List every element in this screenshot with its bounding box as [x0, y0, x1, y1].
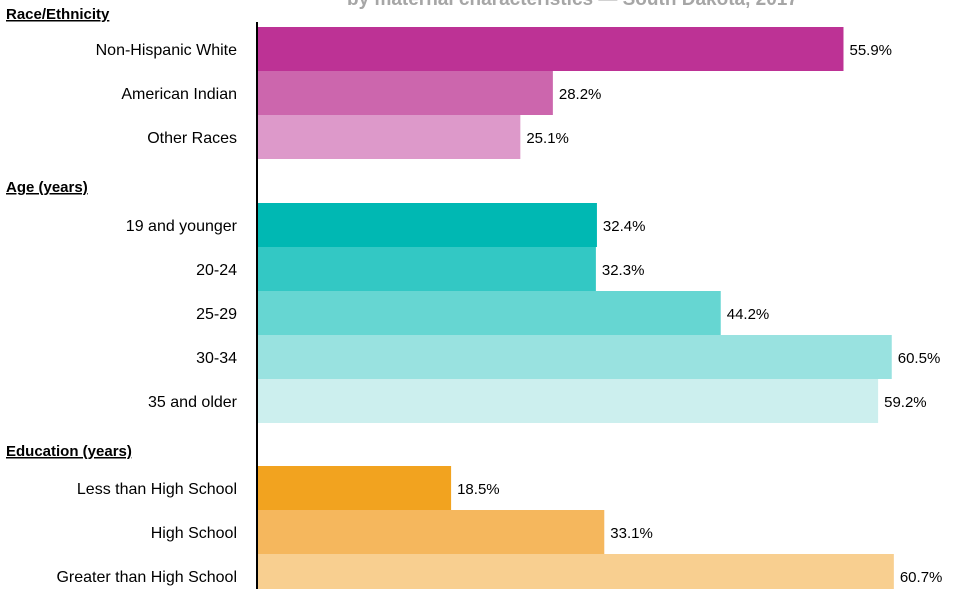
- category-label: American Indian: [121, 86, 237, 103]
- value-label: 25.1%: [526, 130, 569, 147]
- bar: [257, 27, 844, 71]
- category-label: 25-29: [196, 306, 237, 323]
- category-label: Non-Hispanic White: [96, 42, 237, 59]
- bars-layer: Race/Ethnicity Non-Hispanic White 55.9% Ame…: [6, 6, 942, 589]
- bar: [257, 554, 894, 589]
- group-label: Education (years): [6, 443, 132, 460]
- value-label: 60.5%: [898, 350, 941, 367]
- chart-title: by maternal characteristics — South Dako…: [347, 0, 798, 10]
- bar: [257, 203, 597, 247]
- value-label: 33.1%: [610, 525, 653, 542]
- category-label: 19 and younger: [126, 218, 238, 235]
- value-label: 44.2%: [727, 306, 770, 323]
- value-label: 32.3%: [602, 262, 645, 279]
- bar: [257, 247, 596, 291]
- bar: [257, 379, 879, 423]
- value-label: 55.9%: [849, 42, 892, 59]
- value-label: 28.2%: [559, 86, 602, 103]
- category-label: 30-34: [196, 350, 237, 367]
- category-label: High School: [151, 525, 237, 542]
- group-label: Age (years): [6, 179, 88, 196]
- bar: [257, 510, 605, 554]
- category-label: 35 and older: [148, 394, 238, 411]
- category-label: 20-24: [196, 262, 237, 279]
- category-label: Greater than High School: [56, 569, 237, 586]
- value-label: 18.5%: [457, 481, 500, 498]
- value-label: 60.7%: [900, 569, 943, 586]
- category-label: Other Races: [147, 130, 237, 147]
- bar: [257, 291, 721, 335]
- bar: [257, 115, 521, 159]
- group-label: Race/Ethnicity: [6, 6, 110, 23]
- value-label: 59.2%: [884, 394, 927, 411]
- bar: [257, 466, 452, 510]
- category-label: Less than High School: [77, 481, 237, 498]
- bar: [257, 71, 553, 115]
- value-label: 32.4%: [603, 218, 646, 235]
- bar: [257, 335, 892, 379]
